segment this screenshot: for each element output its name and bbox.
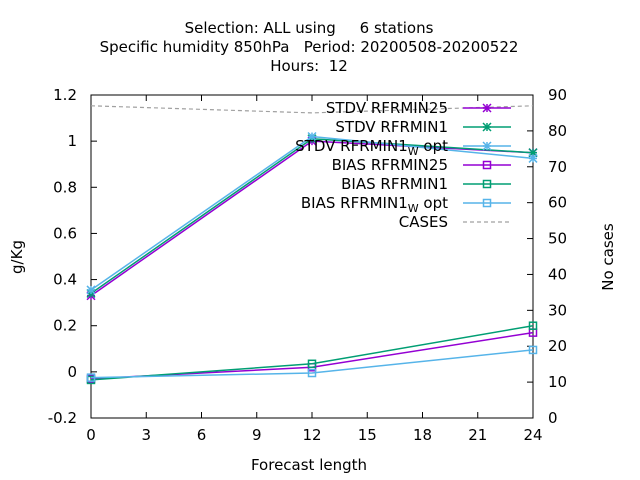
y-tick-label: 0.2 [53, 317, 77, 335]
x-tick-label: 21 [468, 426, 487, 444]
series-line [90, 349, 534, 379]
square-marker [528, 321, 538, 330]
series-line [90, 324, 534, 381]
series-line [90, 105, 534, 114]
series-0 [86, 136, 538, 301]
chart-title: Selection: ALL using 6 stationsSpecific … [100, 19, 519, 75]
x-tick-label: 0 [86, 426, 96, 444]
series-2 [86, 131, 538, 295]
y2-tick-label: 10 [548, 373, 567, 391]
series-line [90, 331, 534, 380]
y-tick-label: 0 [67, 363, 77, 381]
legend-entry-label: BIAS RFRMIN25 [332, 156, 448, 174]
x-tick-label: 12 [302, 426, 321, 444]
x-tick-label: 9 [252, 426, 262, 444]
y2-tick-label: 60 [548, 194, 567, 212]
series-6 [90, 105, 534, 114]
plot-series [86, 105, 538, 385]
y-tick-label: 1 [67, 132, 77, 150]
title-line: Specific humidity 850hPa Period: 2020050… [100, 38, 519, 56]
legend-entry-label: CASES [399, 213, 448, 231]
x-tick-label: 15 [358, 426, 377, 444]
y2-tick-label: 80 [548, 122, 567, 140]
y-tick-label: 0.4 [53, 271, 77, 289]
y2-tick-label: 90 [548, 86, 567, 104]
y2-axis-label: No cases [599, 223, 617, 291]
square-marker [482, 179, 492, 189]
y2-tick-label: 20 [548, 337, 567, 355]
legend-entry-label: BIAS RFRMIN1W opt [301, 194, 448, 215]
legend-entry-label: BIAS RFRMIN1 [341, 175, 448, 193]
series-line [90, 135, 534, 291]
square-marker [482, 160, 492, 170]
y2-tick-label: 50 [548, 230, 567, 248]
series-1 [86, 134, 538, 298]
x-tick-label: 6 [197, 426, 207, 444]
y2-tick-label: 40 [548, 265, 567, 283]
y-tick-label: 0.8 [53, 178, 77, 196]
series-4 [86, 321, 538, 385]
x-axis-label: Forecast length [251, 456, 367, 474]
y-tick-label: 0.6 [53, 224, 77, 242]
x-tick-label: 18 [413, 426, 432, 444]
title-line: Hours: 12 [270, 57, 348, 75]
axis-ticks: 0 3 6 9 12 15 18 21 24 -0.2 0 0.2 0.4 0.6 0.8 1 1.2 0 10 20… [48, 86, 567, 444]
legend-entry-label: STDV RFRMIN1W opt [295, 137, 448, 158]
square-marker [528, 345, 538, 355]
y2-tick-label: 0 [548, 409, 558, 427]
legend-entry-label: STDV RFRMIN1 [335, 118, 448, 136]
title-line: Selection: ALL using 6 stations [185, 19, 434, 37]
square-marker [307, 368, 317, 378]
y-tick-label: -0.2 [48, 409, 77, 427]
square-marker [86, 373, 96, 382]
x-tick-label: 3 [141, 426, 151, 444]
y2-tick-label: 30 [548, 301, 567, 319]
series-line [90, 138, 534, 295]
square-marker [307, 359, 317, 369]
legend-entry-label: STDV RFRMIN25 [326, 99, 448, 117]
square-marker [482, 198, 492, 208]
series-5 [86, 345, 538, 382]
y-tick-label: 1.2 [53, 86, 77, 104]
y-axis-label: g/Kg [8, 240, 26, 274]
x-tick-label: 24 [523, 426, 542, 444]
y2-tick-label: 70 [548, 158, 567, 176]
